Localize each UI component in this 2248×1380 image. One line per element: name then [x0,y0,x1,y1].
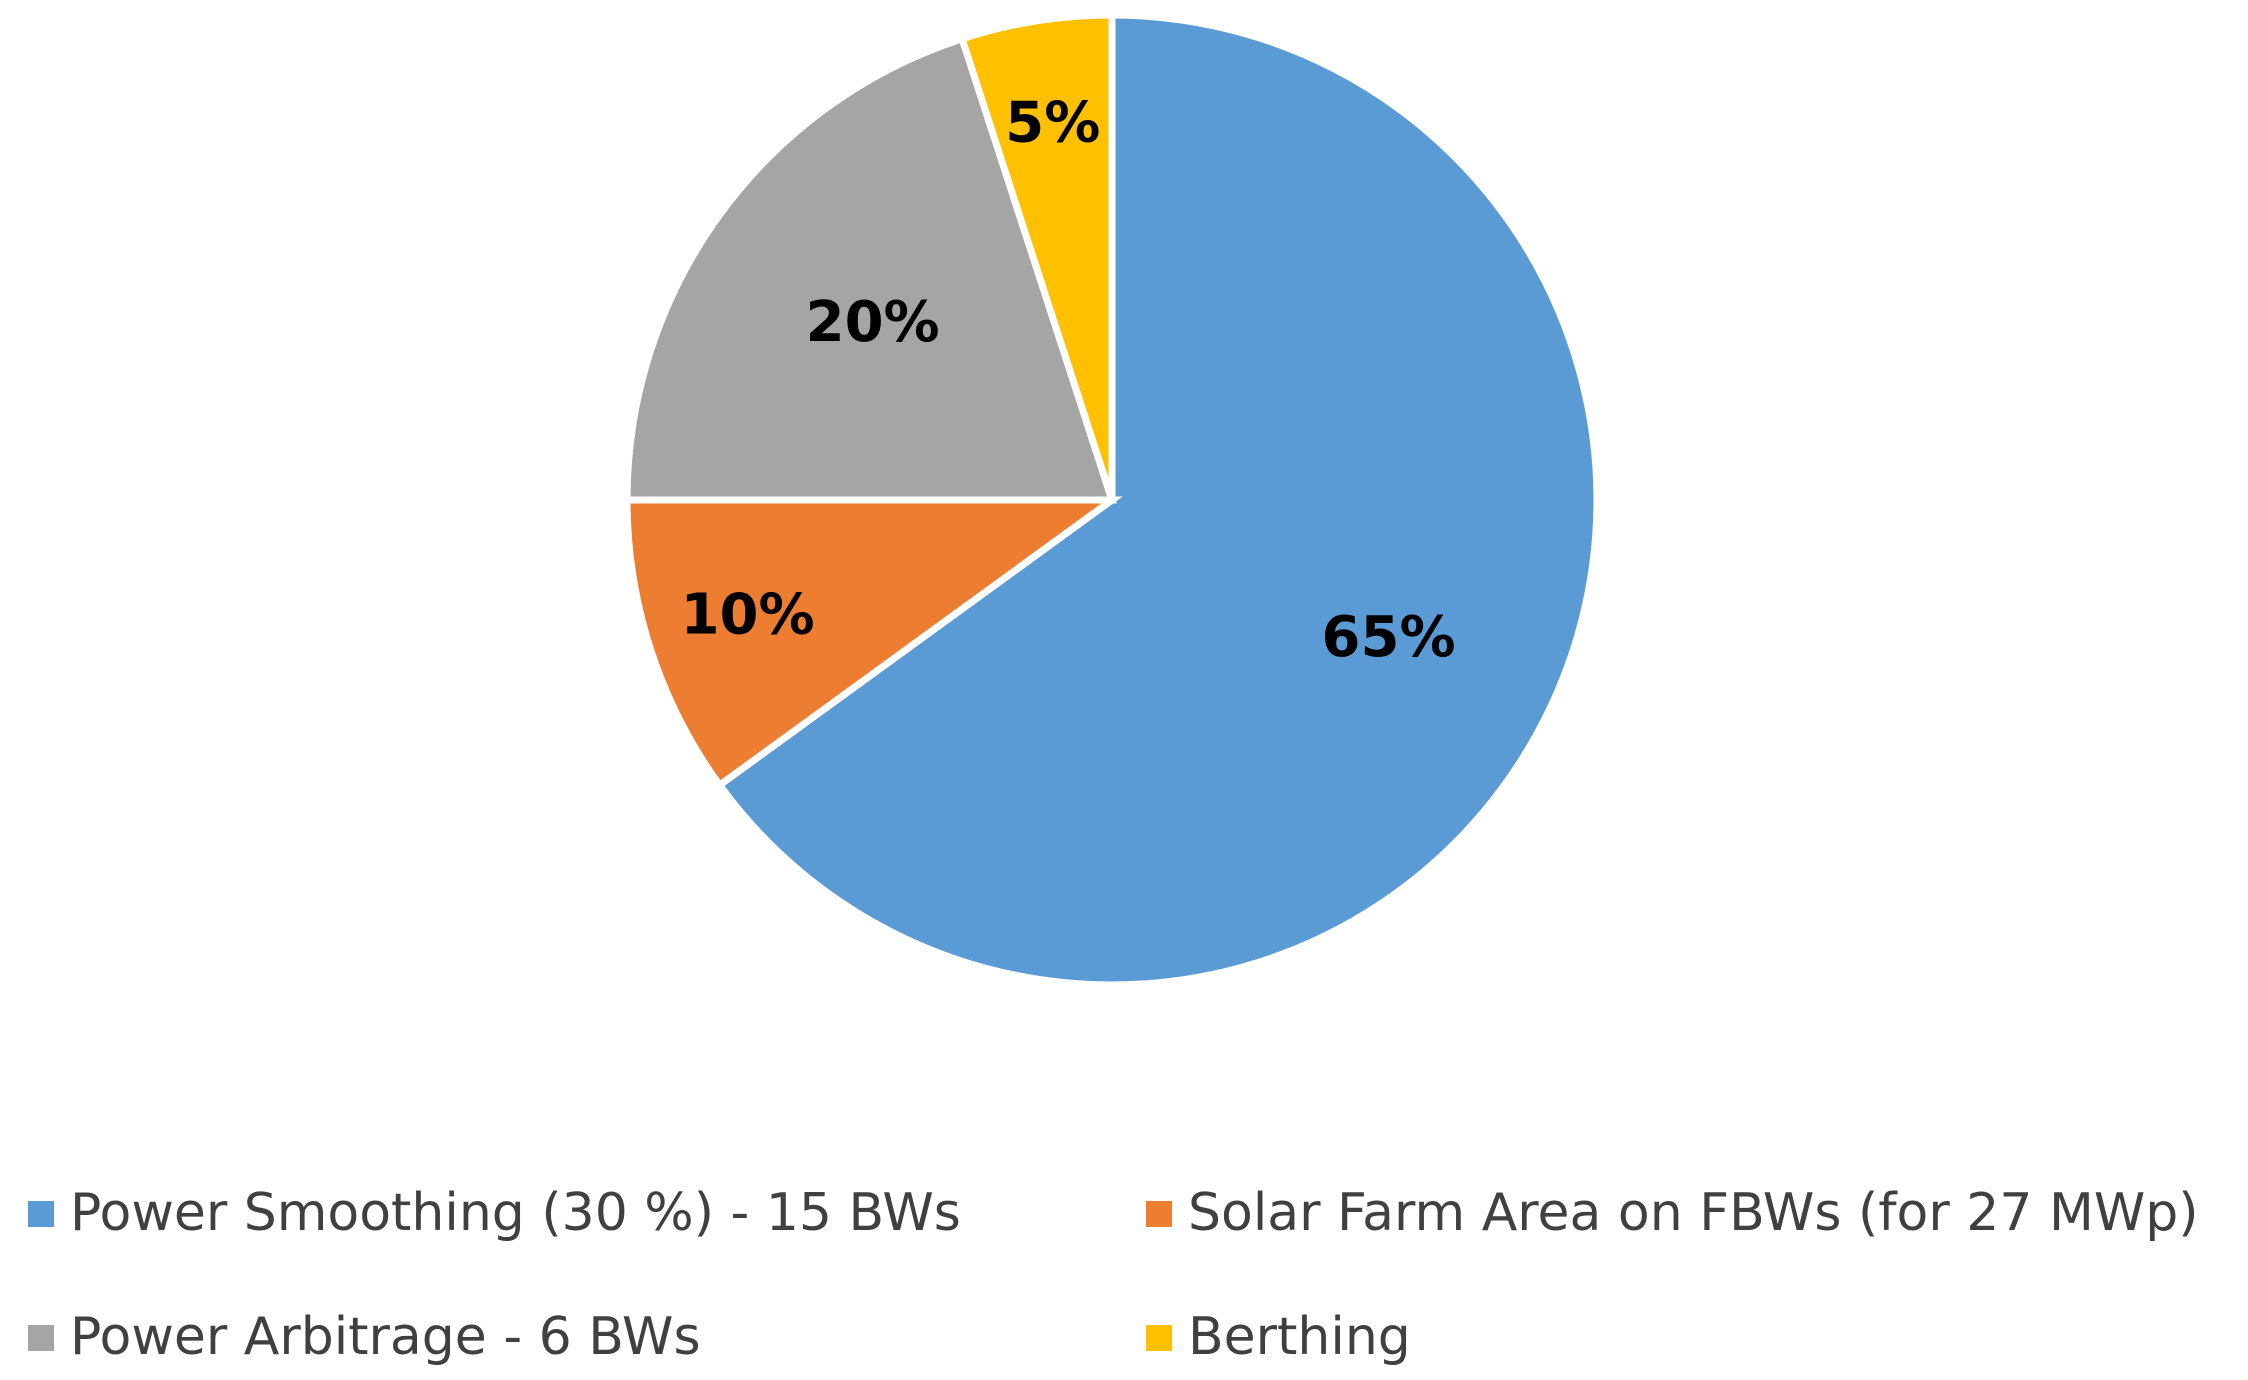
data-label-4: 5% [1005,90,1100,155]
legend-label-4: Berthing [1188,1307,1411,1367]
pie-slice-4 [957,11,1116,502]
legend-label-1: Power Smoothing (30 %) - 15 BWs [70,1183,961,1243]
legend-swatch-4 [1146,1325,1172,1351]
legend-label-3: Power Arbitrage - 6 BWs [70,1307,701,1367]
pie-slices [623,11,1601,989]
legend: Power Smoothing (30 %) - 15 BWs Solar Far… [28,1183,2199,1367]
legend-label-2: Solar Farm Area on FBWs (for 27 MWp) [1188,1183,2199,1243]
legend-swatch-2 [1146,1201,1172,1227]
legend-swatch-1 [28,1201,54,1227]
data-label-2: 10% [681,583,815,648]
data-label-3: 20% [806,290,940,355]
pie-slice-3 [623,34,1117,504]
pie-slice-2 [623,496,1123,790]
pie-data-labels: 65% 10% 20% 5% [681,90,1456,670]
pie-slice-1 [714,11,1601,989]
data-label-1: 65% [1322,605,1456,670]
legend-swatch-3 [28,1325,54,1351]
